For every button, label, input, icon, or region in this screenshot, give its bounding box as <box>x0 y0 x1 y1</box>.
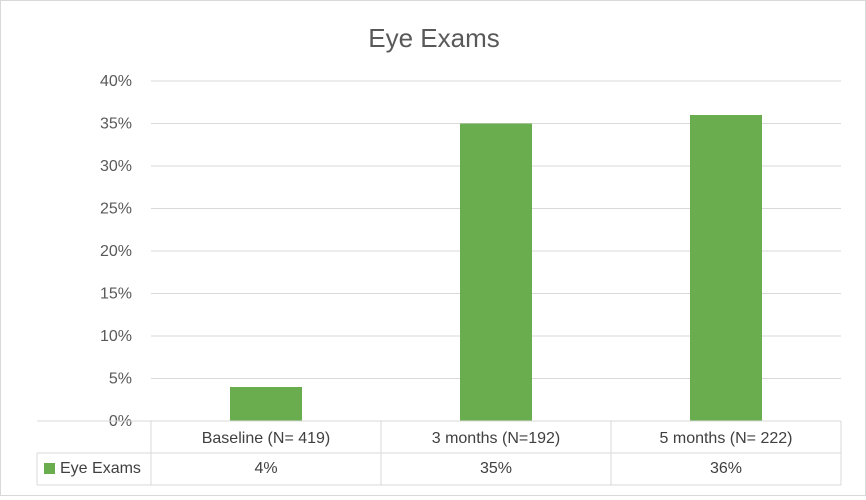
y-tick-label: 30% <box>100 158 132 175</box>
y-axis-ticks: 0%5%10%15%20%25%30%35%40% <box>100 73 132 430</box>
legend-label: Eye Exams <box>60 460 141 477</box>
chart-title: Eye Exams <box>368 23 500 53</box>
y-tick-label: 35% <box>100 116 132 133</box>
y-tick-label: 15% <box>100 286 132 303</box>
legend-swatch <box>44 463 55 474</box>
bars <box>230 115 762 421</box>
y-tick-label: 40% <box>100 73 132 90</box>
x-tick-label: 3 months (N=192) <box>432 430 561 447</box>
data-table: Baseline (N= 419) 3 months (N=192) 5 month… <box>36 420 842 486</box>
bar <box>460 123 532 421</box>
y-tick-label: 5% <box>109 371 132 388</box>
data-label: 36% <box>710 460 742 477</box>
x-tick-label: Baseline (N= 419) <box>202 430 331 447</box>
data-label: 4% <box>254 460 277 477</box>
data-label: 35% <box>480 460 512 477</box>
y-tick-label: 10% <box>100 328 132 345</box>
y-tick-label: 20% <box>100 243 132 260</box>
bar <box>230 387 302 421</box>
bar <box>690 115 762 421</box>
x-tick-label: 5 months (N= 222) <box>660 430 793 447</box>
y-tick-label: 25% <box>100 201 132 218</box>
